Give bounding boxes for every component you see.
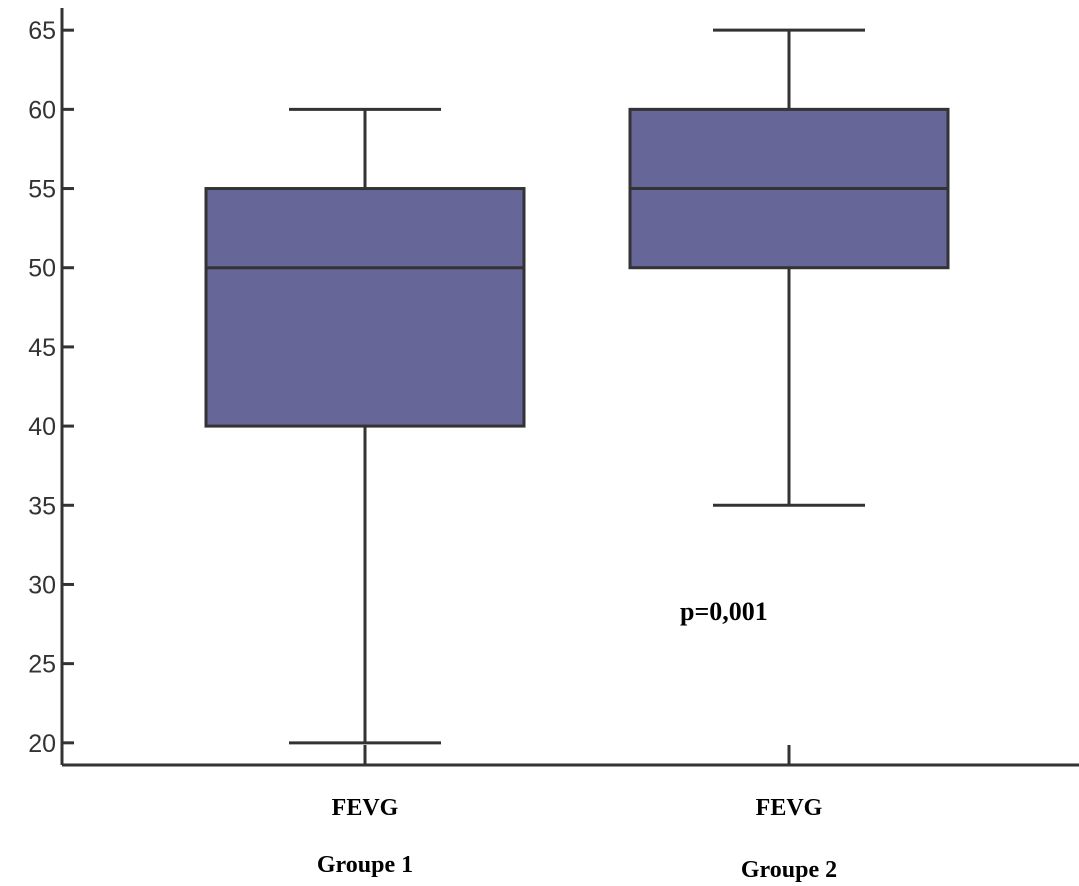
box-group [628, 28, 950, 507]
iqr-box [204, 187, 526, 428]
x-category-label: FEVG [332, 795, 399, 821]
y-tick-label: 25 [28, 651, 56, 679]
y-tick-label: 40 [28, 413, 56, 441]
x-group-label: Groupe 2 [741, 857, 837, 883]
y-tick-label: 30 [28, 571, 56, 599]
p-value-annotation: p=0,001 [680, 597, 768, 626]
y-tick-label: 50 [28, 255, 56, 283]
x-axis: FEVG Groupe 1 FEVG Groupe 2 [62, 745, 1079, 883]
box-group [204, 107, 526, 745]
x-group-label: Groupe 1 [317, 852, 413, 878]
y-tick-label: 20 [28, 730, 56, 758]
y-tick-label: 55 [28, 176, 56, 204]
y-tick-label: 60 [28, 96, 56, 124]
y-tick-label: 65 [28, 17, 56, 45]
box-series [204, 28, 950, 745]
y-axis: 20 25 30 35 40 45 50 55 60 65 [28, 8, 74, 765]
x-category-label: FEVG [756, 795, 823, 821]
y-tick-label: 45 [28, 334, 56, 362]
y-tick-label: 35 [28, 492, 56, 520]
